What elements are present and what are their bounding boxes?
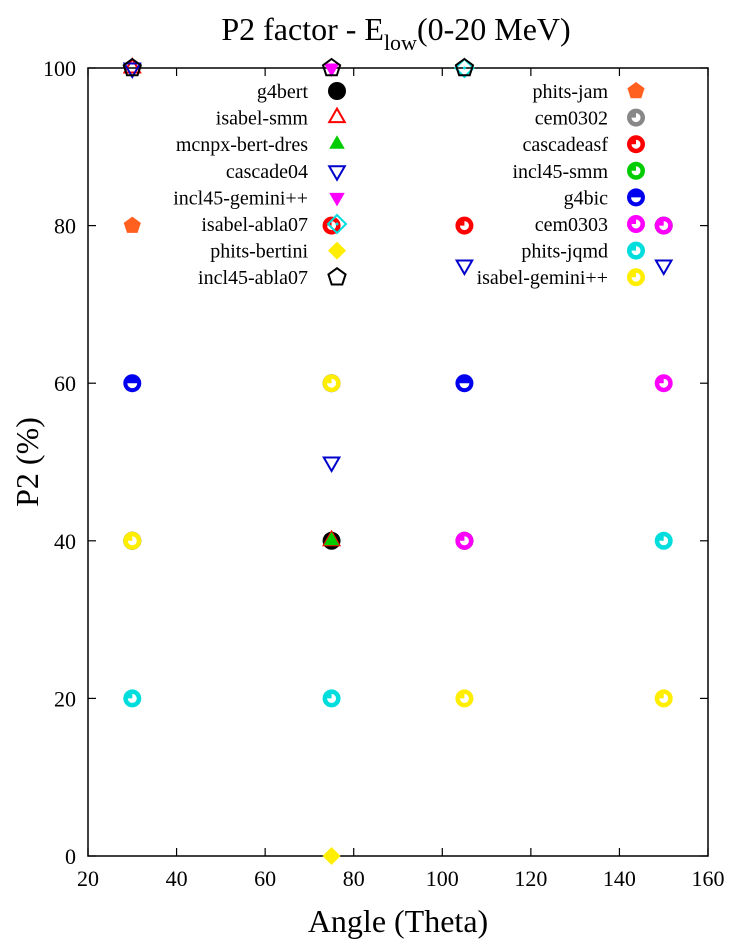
legend: g4bert isabel-smm mcnpx-bert-dres cascade04… bbox=[173, 81, 645, 289]
data-points bbox=[122, 56, 674, 865]
point-cascadeasf bbox=[455, 216, 474, 235]
legend-marker bbox=[327, 266, 347, 286]
legend-item: incl45-abla07 bbox=[198, 266, 347, 289]
legend-label: incl45-gemini++ bbox=[173, 187, 308, 209]
point-cem0303 bbox=[455, 531, 474, 550]
legend-marker bbox=[627, 188, 645, 207]
legend-item: g4bert bbox=[257, 81, 346, 103]
point-cascadeasf bbox=[322, 216, 341, 235]
point-mcnpx-bert-dres bbox=[323, 531, 340, 546]
legend-marker bbox=[327, 106, 347, 124]
legend-label: incl45-smm bbox=[512, 161, 608, 183]
legend-item: mcnpx-bert-dres bbox=[176, 134, 345, 156]
point-cem0303 bbox=[654, 374, 673, 393]
legend-label: cascade04 bbox=[226, 161, 308, 183]
legend-item: incl45-smm bbox=[512, 161, 645, 183]
legend-marker bbox=[329, 135, 345, 149]
point-isabel-smm bbox=[122, 56, 142, 74]
point-isabel-gemini++ bbox=[123, 531, 142, 550]
point-cascade04 bbox=[122, 62, 142, 80]
legend-marker bbox=[627, 108, 645, 127]
y-tick-label: 20 bbox=[54, 686, 76, 711]
legend-item: cascade04 bbox=[226, 161, 347, 183]
legend-item: g4bic bbox=[564, 187, 645, 209]
x-tick-label: 120 bbox=[514, 866, 547, 891]
legend-label: cem0302 bbox=[535, 108, 608, 130]
point-g4bic bbox=[455, 374, 474, 393]
legend-marker bbox=[326, 213, 348, 235]
x-tick-label: 140 bbox=[603, 866, 636, 891]
y-tick-label: 0 bbox=[65, 844, 76, 869]
point-isabel-gemini++ bbox=[455, 689, 474, 708]
y-tick-label: 60 bbox=[54, 371, 76, 396]
legend-label: cascadeasf bbox=[523, 134, 609, 156]
y-axis-label: P2 (%) bbox=[9, 417, 45, 507]
point-cascade04 bbox=[654, 259, 674, 277]
point-cascade04 bbox=[322, 456, 342, 474]
y-tick-label: 40 bbox=[54, 529, 76, 554]
legend-label: incl45-abla07 bbox=[198, 267, 308, 289]
legend-label: phits-jqmd bbox=[521, 241, 608, 263]
legend-marker bbox=[627, 161, 645, 180]
point-phits-jqmd bbox=[654, 531, 673, 550]
legend-item: isabel-smm bbox=[216, 106, 347, 130]
x-tick-label: 160 bbox=[692, 866, 725, 891]
legend-item: cem0303 bbox=[535, 214, 645, 236]
plot-frame bbox=[87, 67, 709, 857]
point-cem0303 bbox=[654, 216, 673, 235]
legend-label: g4bert bbox=[257, 81, 309, 103]
point-phits-jqmd bbox=[322, 689, 341, 708]
point-cascade04 bbox=[454, 259, 474, 277]
point-incl45-gemini++ bbox=[323, 63, 340, 77]
legend-item: phits-bertini bbox=[210, 241, 346, 263]
legend-marker bbox=[627, 268, 645, 287]
legend-marker bbox=[329, 192, 345, 207]
point-incl45-abla07 bbox=[454, 57, 475, 77]
legend-label: mcnpx-bert-dres bbox=[176, 134, 308, 156]
legend-marker bbox=[328, 82, 346, 100]
legend-item: incl45-gemini++ bbox=[173, 187, 345, 209]
point-isabel-gemini++ bbox=[322, 374, 341, 393]
x-tick-label: 60 bbox=[254, 866, 276, 891]
point-g4bic bbox=[123, 374, 142, 393]
point-isabel-gemini++ bbox=[654, 689, 673, 708]
legend-marker bbox=[627, 241, 645, 260]
y-tick-label: 100 bbox=[43, 56, 76, 81]
legend-marker bbox=[627, 135, 645, 154]
legend-label: isabel-smm bbox=[216, 108, 309, 130]
legend-item: isabel-gemini++ bbox=[477, 267, 645, 289]
legend-marker bbox=[327, 165, 347, 182]
legend-label: phits-bertini bbox=[210, 241, 308, 263]
legend-label: g4bic bbox=[564, 187, 609, 209]
legend-marker bbox=[328, 241, 346, 260]
x-tick-label: 40 bbox=[166, 866, 188, 891]
y-tick-label: 80 bbox=[54, 214, 76, 239]
legend-item: phits-jam bbox=[532, 81, 645, 103]
legend-marker bbox=[627, 82, 645, 99]
point-phits-bertini bbox=[322, 847, 341, 865]
point-phits-jam bbox=[123, 216, 141, 233]
point-incl45-abla07 bbox=[122, 57, 143, 77]
point-phits-jqmd bbox=[123, 689, 142, 708]
legend-item: isabel-abla07 bbox=[201, 213, 348, 236]
legend-item: cascadeasf bbox=[523, 134, 645, 156]
chart-title: P2 factor - Elow(0-20 MeV) bbox=[221, 11, 570, 55]
x-tick-label: 80 bbox=[343, 866, 365, 891]
point-incl45-abla07 bbox=[321, 57, 342, 77]
legend-item: cem0302 bbox=[535, 108, 645, 130]
legend-label: isabel-abla07 bbox=[201, 214, 308, 236]
x-tick-label: 20 bbox=[77, 866, 99, 891]
legend-label: cem0303 bbox=[535, 214, 608, 236]
legend-label: phits-jam bbox=[532, 81, 608, 103]
legend-label: isabel-gemini++ bbox=[477, 267, 608, 289]
x-tick-label: 100 bbox=[426, 866, 459, 891]
x-axis-label: Angle (Theta) bbox=[308, 903, 488, 939]
legend-item: phits-jqmd bbox=[521, 241, 645, 263]
legend-marker bbox=[627, 215, 645, 233]
